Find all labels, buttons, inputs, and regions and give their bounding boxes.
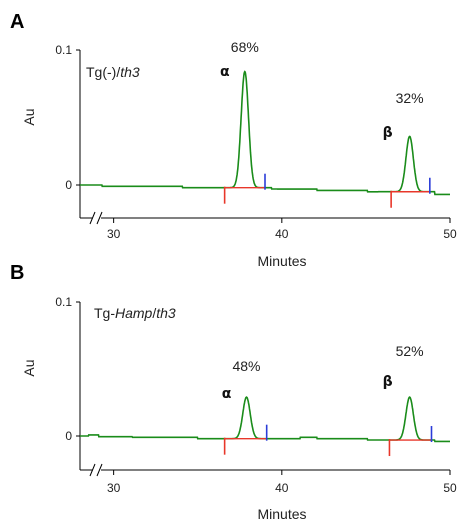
x-tick-label: 50 [443,481,457,495]
axis-break-mark [89,211,96,225]
sample-label: Tg-Hamp/th3 [94,305,176,321]
x-axis-label: Minutes [257,506,306,522]
chart-panel-b: B 0 0.1 Au 30 40 50 Minutes Tg-Hamp/th3 48%α 52%β [10,262,457,522]
x-tick-label: 40 [275,227,289,241]
axis-break-mark [89,463,96,477]
sample-label-slash: / [152,305,156,321]
sample-label-prefix: Tg(-)/ [86,64,120,80]
peak-name-label: β [383,125,393,141]
axis-break-mark [96,211,103,225]
x-tick-label: 40 [275,481,289,495]
peak-name-label: β [383,374,393,390]
peak-percent-label: 52% [396,343,424,359]
peak-name-label: α [222,386,232,402]
y-tick-label: 0.1 [55,43,72,57]
sample-label-suffix: th3 [120,64,140,80]
peak-name-label: α [220,64,230,80]
peak-percent-label: 48% [232,358,260,374]
axis-break-mark [96,463,103,477]
x-axis-label: Minutes [257,253,306,269]
x-tick-label: 30 [107,227,121,241]
y-tick-label: 0 [65,178,72,192]
panel-letter: B [10,262,24,284]
y-tick-label: 0.1 [55,295,72,309]
panel-letter: A [10,11,24,33]
y-tick-label: 0 [65,429,72,443]
peak-percent-label: 68% [231,39,259,55]
x-tick-label: 50 [443,227,457,241]
y-axis-label: Au [21,359,37,376]
peak-percent-label: 32% [396,90,424,106]
x-tick-label: 30 [107,481,121,495]
y-axis-label: Au [21,108,37,125]
sample-label: Tg(-)/th3 [86,64,140,80]
sample-label-suffix: th3 [156,305,176,321]
sample-label-prefix: Tg- [94,305,115,321]
chromatogram-trace [80,396,450,443]
chart-panel-a: A 0 0.1 Au 30 40 50 Minutes Tg(-)/th3 68%α 32% β [10,11,457,269]
sample-label-italic: Hamp [115,305,153,321]
